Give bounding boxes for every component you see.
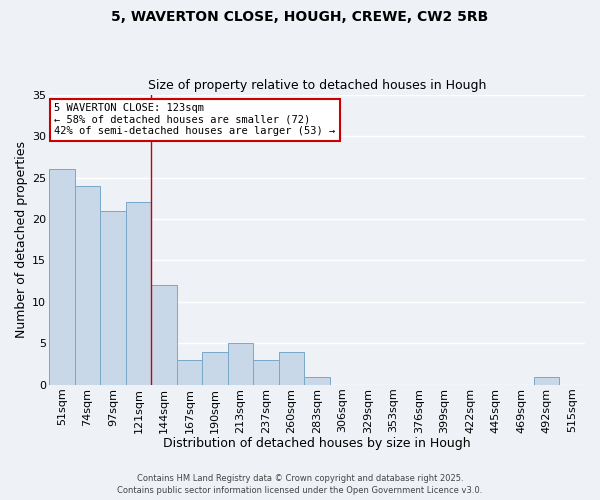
X-axis label: Distribution of detached houses by size in Hough: Distribution of detached houses by size …: [163, 437, 471, 450]
Bar: [151, 286, 176, 385]
Y-axis label: Number of detached properties: Number of detached properties: [15, 141, 28, 338]
Bar: [253, 360, 279, 385]
Bar: [534, 376, 559, 385]
Bar: [279, 352, 304, 385]
Bar: [74, 186, 100, 385]
Bar: [228, 344, 253, 385]
Bar: [176, 360, 202, 385]
Bar: [304, 376, 330, 385]
Title: Size of property relative to detached houses in Hough: Size of property relative to detached ho…: [148, 79, 486, 92]
Text: 5, WAVERTON CLOSE, HOUGH, CREWE, CW2 5RB: 5, WAVERTON CLOSE, HOUGH, CREWE, CW2 5RB: [112, 10, 488, 24]
Bar: [202, 352, 228, 385]
Bar: [49, 169, 74, 385]
Text: 5 WAVERTON CLOSE: 123sqm
← 58% of detached houses are smaller (72)
42% of semi-d: 5 WAVERTON CLOSE: 123sqm ← 58% of detach…: [55, 104, 335, 136]
Bar: [125, 202, 151, 385]
Bar: [100, 210, 125, 385]
Text: Contains HM Land Registry data © Crown copyright and database right 2025.
Contai: Contains HM Land Registry data © Crown c…: [118, 474, 482, 495]
